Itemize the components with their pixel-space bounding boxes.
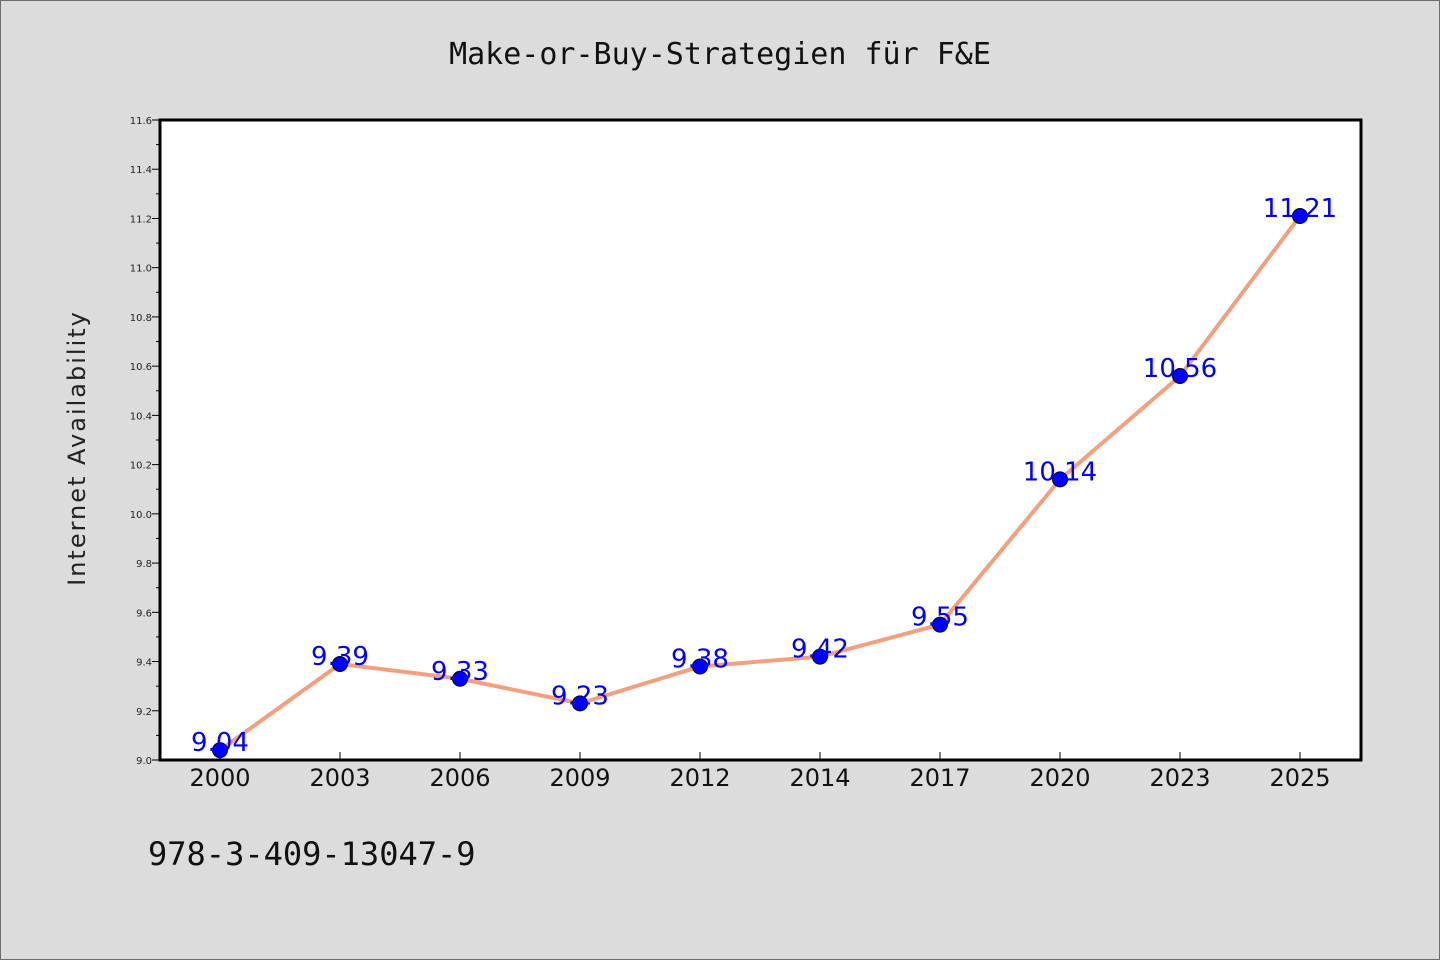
y-tick-label: 10.6	[130, 362, 152, 373]
data-point	[812, 648, 828, 665]
data-label: 9.04	[191, 728, 249, 758]
x-tick-label: 2000	[189, 764, 250, 792]
footnote-isbn: 978-3-409-13047-9	[148, 835, 476, 873]
data-series	[212, 208, 1308, 759]
data-point	[1292, 208, 1308, 224]
y-axis: 9.0 9.2 9.4 9.6 9.8 10.0 10.2 10.4 10.6 10.8 11.0 1…	[130, 116, 160, 767]
data-label: 9.42	[791, 635, 849, 665]
data-point	[1172, 368, 1188, 384]
x-tick-label: 2017	[909, 764, 970, 792]
x-tick-label: 2003	[309, 764, 370, 792]
series-line	[218, 214, 1302, 752]
y-tick-label: 9.2	[136, 707, 152, 718]
y-tick-label: 9.0	[136, 756, 152, 767]
x-tick-label: 2020	[1029, 764, 1090, 792]
data-point	[692, 658, 708, 675]
x-axis: 2000 2003 2006 2009 2012 2014 2017 2020 2023 2025	[189, 752, 1331, 792]
data-point	[332, 656, 348, 672]
data-label: 9.39	[311, 642, 369, 672]
data-point	[212, 742, 228, 759]
data-point	[452, 670, 468, 687]
data-point	[1052, 471, 1068, 488]
y-tick-label: 10.2	[130, 461, 152, 472]
chart-title: Make-or-Buy-Strategien für F&E	[449, 37, 991, 72]
plot-frame	[158, 118, 1363, 762]
y-tick-label: 11.2	[130, 214, 152, 225]
y-tick-label: 9.8	[136, 559, 152, 570]
x-tick-label: 2006	[429, 764, 490, 792]
data-point	[572, 695, 588, 712]
y-axis-label: Internet Availability	[63, 310, 91, 586]
data-point	[932, 616, 948, 633]
data-label: 9.55	[911, 603, 969, 633]
x-tick-label: 2025	[1269, 764, 1330, 792]
data-labels: 9.04 9.39 9.33 9.23 9.38 9.42 9.55 10.14 10.56 11…	[191, 194, 1337, 758]
y-tick-label: 9.4	[136, 658, 152, 669]
data-label: 10.14	[1023, 457, 1097, 487]
data-label: 9.38	[671, 644, 729, 674]
data-label: 9.23	[551, 681, 609, 711]
y-tick-label: 11.6	[130, 116, 152, 127]
plot-area	[160, 120, 1361, 760]
y-tick-label: 10.0	[130, 510, 152, 521]
x-tick-label: 2023	[1149, 764, 1210, 792]
y-tick-label: 11.4	[130, 165, 152, 176]
y-tick-label: 9.6	[136, 608, 152, 619]
x-tick-label: 2012	[669, 764, 730, 792]
y-tick-label: 10.4	[130, 411, 152, 422]
data-label: 9.33	[431, 657, 489, 687]
x-tick-label: 2014	[789, 764, 850, 792]
y-tick-label: 11.0	[130, 264, 152, 275]
y-tick-label: 10.8	[130, 313, 152, 324]
data-label: 10.56	[1143, 354, 1217, 384]
x-tick-label: 2009	[549, 764, 610, 792]
data-label: 11.21	[1263, 194, 1337, 224]
